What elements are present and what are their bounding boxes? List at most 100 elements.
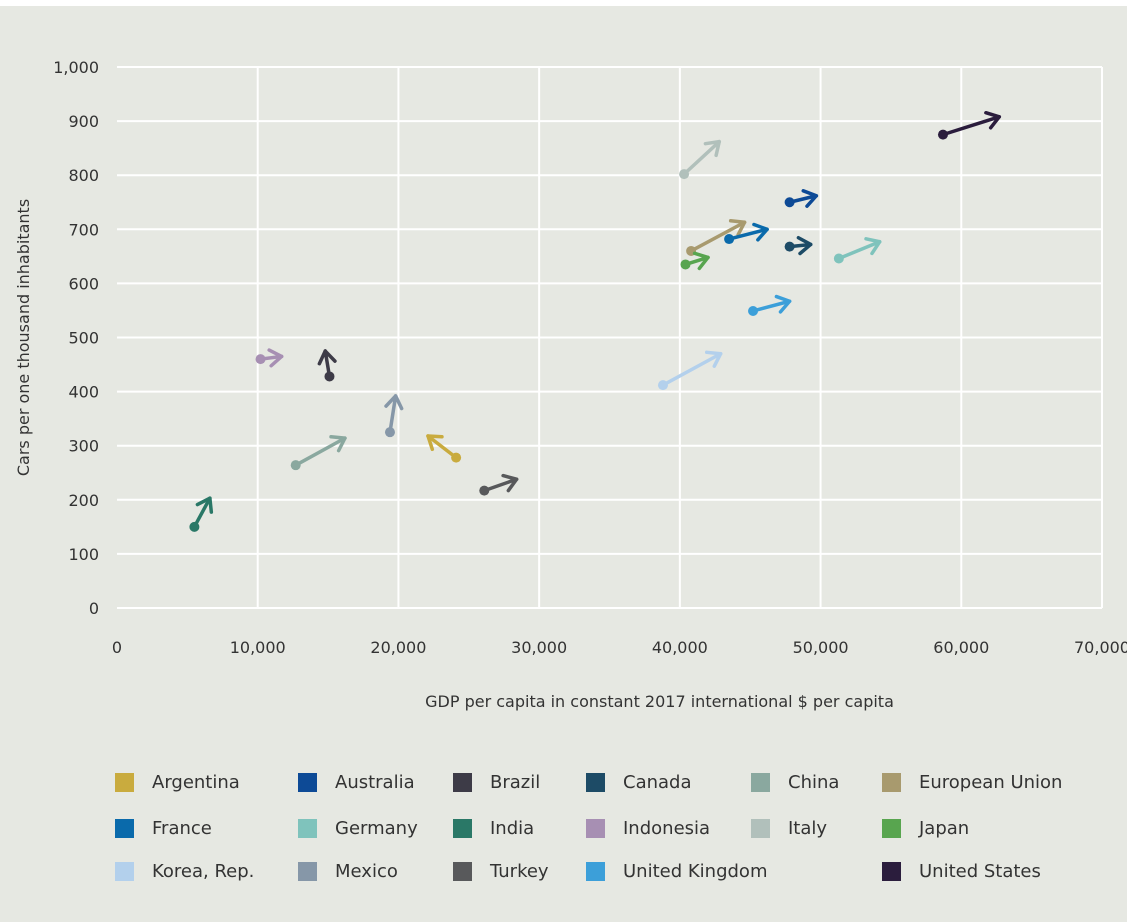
legend-swatch bbox=[298, 772, 317, 792]
arrow-shaft bbox=[727, 227, 769, 241]
legend-label: Italy bbox=[788, 817, 828, 839]
arrow-united-states bbox=[937, 110, 1002, 140]
start-point bbox=[255, 354, 266, 365]
data-arrows bbox=[189, 110, 1002, 532]
x-tick-label: 20,000 bbox=[370, 638, 426, 657]
start-point bbox=[784, 241, 795, 252]
arrow-head bbox=[984, 110, 1002, 130]
arrow-australia bbox=[784, 189, 819, 208]
legend-swatch bbox=[453, 772, 472, 792]
arrow-shaft bbox=[837, 239, 882, 261]
legend-swatch bbox=[751, 772, 770, 792]
arrow-korea-rep bbox=[657, 350, 723, 391]
arrow-head bbox=[752, 222, 769, 242]
legend-item-argentina: Argentina bbox=[115, 770, 240, 794]
legend-swatch bbox=[882, 818, 901, 838]
y-tick-labels: 0 100 200 300 400 500 600 700 800 900 1,000 bbox=[53, 58, 99, 618]
arrow-shaft bbox=[482, 477, 519, 493]
legend-label: Mexico bbox=[335, 860, 398, 882]
arrow-shaft bbox=[661, 351, 723, 387]
x-tick-labels: 0 10,000 20,000 30,000 40,000 50,000 60,000 70,… bbox=[112, 638, 1127, 657]
x-tick-label: 0 bbox=[112, 638, 122, 657]
arrow-germany bbox=[833, 237, 882, 264]
arrow-france bbox=[724, 222, 769, 245]
arrow-head bbox=[774, 294, 792, 314]
start-point bbox=[451, 452, 462, 463]
y-tick-label: 100 bbox=[68, 545, 99, 564]
arrow-united-kingdom bbox=[748, 294, 792, 316]
start-point bbox=[290, 460, 301, 471]
y-tick-label: 700 bbox=[68, 220, 99, 239]
arrow-shaft bbox=[941, 115, 1002, 137]
x-tick-label: 60,000 bbox=[933, 638, 989, 657]
y-tick-label: 500 bbox=[68, 329, 99, 348]
arrow-head bbox=[728, 219, 747, 237]
legend-swatch bbox=[751, 818, 770, 838]
arrow-turkey bbox=[479, 473, 519, 496]
legend-item-india: India bbox=[453, 816, 534, 840]
legend-item-france: France bbox=[115, 816, 212, 840]
x-tick-label: 50,000 bbox=[793, 638, 849, 657]
legend-item-turkey: Turkey bbox=[453, 859, 549, 883]
legend-swatch bbox=[882, 861, 901, 881]
legend-swatch bbox=[882, 772, 901, 792]
start-point bbox=[384, 427, 395, 438]
start-point bbox=[833, 253, 844, 264]
arrow-head bbox=[692, 251, 710, 271]
arrow-head bbox=[501, 473, 519, 493]
legend-swatch bbox=[586, 861, 605, 881]
y-axis-title: Cars per one thousand inhabitants bbox=[14, 199, 33, 476]
arrow-head bbox=[329, 435, 347, 453]
arrow-head bbox=[317, 349, 337, 366]
legend-label: Japan bbox=[919, 817, 970, 839]
legend-item-mexico: Mexico bbox=[298, 859, 398, 883]
legend-label: France bbox=[152, 817, 212, 839]
arrow-head bbox=[704, 350, 723, 368]
legend-label: India bbox=[490, 817, 535, 839]
arrow-india bbox=[189, 496, 214, 532]
legend-item-korea-rep: Korea, Rep. bbox=[115, 859, 254, 883]
arrow-head bbox=[384, 394, 404, 411]
grid bbox=[117, 66, 1103, 609]
scatter-chart: 0 10,000 20,000 30,000 40,000 50,000 60,000 70,… bbox=[14, 58, 1127, 711]
arrow-mexico bbox=[384, 394, 404, 438]
legend-swatch bbox=[586, 772, 605, 792]
arrow-head bbox=[267, 348, 284, 368]
legend-label: United States bbox=[919, 860, 1041, 882]
start-point bbox=[189, 521, 200, 532]
legend-label: Brazil bbox=[490, 771, 541, 793]
x-tick-label: 70,000 bbox=[1074, 638, 1127, 657]
arrow-brazil bbox=[317, 349, 337, 382]
x-tick-label: 10,000 bbox=[230, 638, 286, 657]
legend-label: Turkey bbox=[490, 860, 549, 882]
y-tick-label: 200 bbox=[68, 491, 99, 510]
start-point bbox=[680, 259, 691, 270]
start-point bbox=[748, 305, 759, 316]
arrow-shaft bbox=[682, 139, 722, 176]
arrow-head bbox=[426, 434, 444, 452]
start-point bbox=[679, 169, 690, 180]
x-tick-label: 30,000 bbox=[511, 638, 567, 657]
top-rule bbox=[0, 0, 1127, 6]
legend-swatch bbox=[586, 818, 605, 838]
legend-item-canada: Canada bbox=[586, 770, 692, 794]
x-tick-label: 40,000 bbox=[652, 638, 708, 657]
arrow-china bbox=[290, 435, 347, 471]
legend-swatch bbox=[298, 818, 317, 838]
legend-label: United Kingdom bbox=[623, 860, 768, 882]
legend-label: Canada bbox=[623, 771, 692, 793]
start-point bbox=[479, 485, 490, 496]
legend-swatch bbox=[453, 818, 472, 838]
arrow-head bbox=[796, 236, 813, 256]
arrow-shaft bbox=[426, 434, 458, 460]
arrow-shaft bbox=[751, 299, 792, 313]
legend-item-germany: Germany bbox=[298, 816, 418, 840]
arrow-indonesia bbox=[255, 348, 284, 368]
y-tick-label: 600 bbox=[68, 274, 99, 293]
legend-label: China bbox=[788, 771, 840, 793]
legend-item-united-kingdom: United Kingdom bbox=[586, 859, 767, 883]
legend-item-indonesia: Indonesia bbox=[586, 816, 710, 840]
arrow-head bbox=[864, 237, 882, 256]
legend-swatch bbox=[298, 861, 317, 881]
y-tick-label: 400 bbox=[68, 383, 99, 402]
